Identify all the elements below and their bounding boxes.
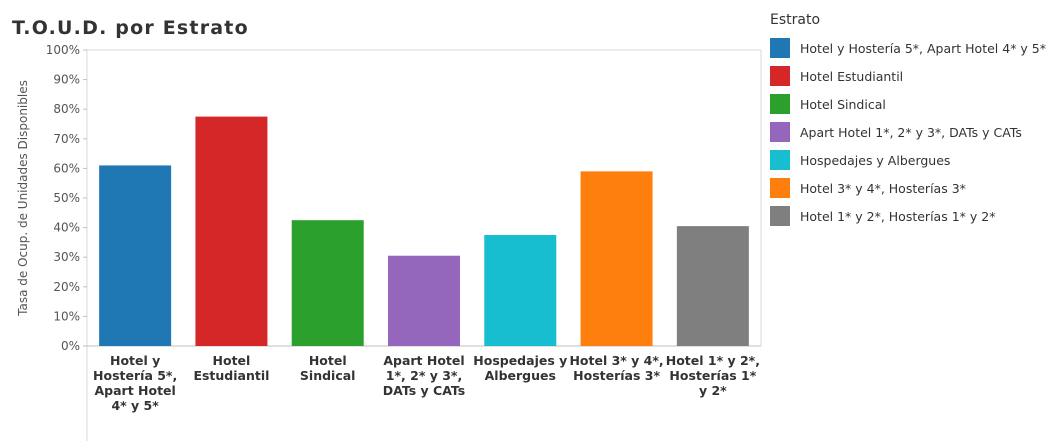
chart-title: T.O.U.D. por Estrato — [12, 17, 249, 39]
x-tick-label: Hotel 1* y 2*, Hosterías 1* y 2* — [666, 353, 760, 398]
legend-swatch — [770, 122, 790, 142]
bar — [388, 255, 460, 346]
y-tick-label: 70% — [53, 132, 80, 146]
legend-label: Hotel y Hostería 5*, Apart Hotel 4* y 5* — [800, 40, 1046, 56]
legend-item[interactable]: Hotel 1* y 2*, Hosterías 1* y 2* — [770, 202, 1054, 230]
legend-title: Estrato — [770, 12, 821, 28]
x-tick-label: Hospedajes y Albergues — [473, 353, 567, 383]
legend-swatch — [770, 206, 790, 226]
legend-item[interactable]: Apart Hotel 1*, 2* y 3*, DATs y CATs — [770, 118, 1054, 146]
legend-label: Hotel Sindical — [800, 96, 886, 112]
x-tick-label: Hotel y Hostería 5*, Apart Hotel 4* y 5* — [93, 353, 177, 413]
bar — [676, 226, 749, 346]
legend-item[interactable]: Hotel 3* y 4*, Hosterías 3* — [770, 174, 1054, 202]
legend-swatch — [770, 178, 790, 198]
bar — [580, 171, 653, 346]
legend-label: Apart Hotel 1*, 2* y 3*, DATs y CATs — [800, 124, 1022, 140]
legend-swatch — [770, 66, 790, 86]
bar — [195, 116, 268, 346]
bar — [99, 165, 172, 346]
y-tick-label: 60% — [53, 161, 80, 175]
y-tick-label: 100% — [46, 43, 80, 57]
y-tick-label: 40% — [53, 221, 80, 235]
legend-label: Hotel 3* y 4*, Hosterías 3* — [800, 180, 966, 196]
legend-items: Hotel y Hostería 5*, Apart Hotel 4* y 5*… — [770, 34, 1054, 230]
legend-item[interactable]: Hotel Sindical — [770, 90, 1054, 118]
legend-label: Hotel Estudiantil — [800, 68, 904, 84]
x-tick-label: Hotel Estudiantil — [193, 353, 269, 383]
x-tick-label: Apart Hotel 1*, 2* y 3*, DATs y CATs — [383, 353, 465, 398]
legend-label: Hotel 1* y 2*, Hosterías 1* y 2* — [800, 208, 996, 224]
bar — [291, 220, 364, 346]
legend-item[interactable]: Hotel y Hostería 5*, Apart Hotel 4* y 5* — [770, 34, 1054, 62]
bar — [484, 235, 557, 346]
legend-swatch — [770, 38, 790, 58]
y-tick-label: 50% — [53, 191, 80, 205]
y-tick-label: 90% — [53, 73, 80, 87]
y-axis-label: Tasa de Ocup. de Unidades Disponibles — [16, 80, 30, 317]
legend-swatch — [770, 150, 790, 170]
y-tick-label: 10% — [53, 309, 80, 323]
legend-item[interactable]: Hotel Estudiantil — [770, 62, 1054, 90]
legend-label: Hospedajes y Albergues — [800, 152, 951, 168]
y-tick-label: 20% — [53, 280, 80, 294]
bar-chart: 0% 10% 20% 30% 40% 50% 60% 70% 80% 90% 100% Tasa de… — [16, 43, 762, 441]
legend-item[interactable]: Hospedajes y Albergues — [770, 146, 1054, 174]
legend: Estrato Hotel y Hostería 5*, Apart Hotel… — [770, 12, 1054, 230]
y-tick-label: 30% — [53, 250, 80, 264]
legend-swatch — [770, 94, 790, 114]
y-tick-label: 0% — [61, 339, 80, 353]
x-tick-label: Hotel Sindical — [300, 353, 356, 383]
x-tick-label: Hotel 3* y 4*, Hosterías 3* — [569, 353, 663, 383]
y-tick-label: 80% — [53, 102, 80, 116]
